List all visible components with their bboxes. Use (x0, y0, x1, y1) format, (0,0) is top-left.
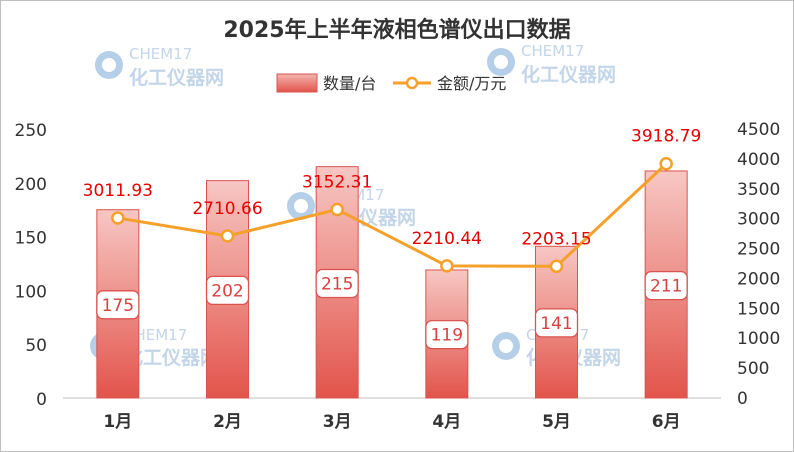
x-tick-label: 4月 (432, 412, 461, 432)
bar-data-label: 141 (540, 314, 572, 334)
bar-data-label: 175 (102, 296, 134, 316)
y-left-tick-label: 50 (25, 336, 47, 356)
bar-data-labels: 175 202 215 119 141 211 (96, 268, 688, 350)
legend: 数量/台 金额/万元 (276, 73, 506, 93)
bar-label-box (315, 268, 359, 299)
watermark-name: 化工仪器网 (521, 63, 616, 86)
y-right-tick-label: 4000 (737, 150, 780, 170)
line-data-label: 2210.44 (412, 229, 482, 249)
line-point (111, 211, 125, 225)
chem17-logo-icon (95, 51, 123, 79)
x-tick-label: 3月 (323, 412, 352, 432)
y-right-tick-label: 3500 (737, 180, 780, 200)
y-right-tick-label: 3000 (737, 210, 780, 230)
chem17-logo-icon (287, 192, 315, 220)
legend-bar-swatch (276, 73, 318, 93)
chart-title: 2025年上半年液相色谱仪出口数据 (223, 17, 570, 43)
y-left-tick-label: 150 (15, 229, 47, 249)
watermark-top: CHEM17 化工仪器网 (95, 45, 224, 89)
bar-data-label: 202 (211, 281, 243, 301)
bar-label-box (425, 319, 469, 350)
bar-label-box (644, 270, 688, 301)
y-right-tick-label: 2000 (737, 269, 780, 289)
bar-label-box (534, 308, 579, 338)
chem17-logo-icon (492, 332, 520, 360)
watermark-brand: CHEM17 (521, 42, 584, 60)
y-right-tick-label: 0 (737, 389, 748, 409)
watermark-name: 化工仪器网 (124, 346, 219, 369)
watermark-brand: CHEM17 (124, 326, 187, 344)
x-tick-label: 1月 (103, 412, 132, 432)
legend-line-marker (405, 76, 419, 90)
y-axis-left: 0 50 100 150 200 250 (15, 121, 47, 410)
x-tick-label: 2月 (213, 412, 242, 432)
watermark-brand: CHEM17 (129, 45, 192, 63)
line-path (117, 162, 668, 268)
legend-bar-label: 数量/台 (323, 74, 376, 93)
bar-data-label: 215 (321, 274, 353, 294)
y-right-tick-label: 4500 (737, 120, 780, 140)
line-point (330, 202, 344, 217)
line-data-label: 3918.79 (631, 127, 701, 147)
line-point (220, 229, 235, 243)
line-data-label: 3011.93 (83, 181, 153, 201)
y-right-tick-label: 2500 (737, 240, 780, 260)
y-left-tick-label: 0 (36, 390, 47, 410)
line-data-label: 2710.66 (192, 199, 262, 219)
line-data-label: 2203.15 (521, 229, 591, 249)
legend-line-label: 金额/万元 (437, 74, 506, 93)
line-data-label: 3152.31 (302, 173, 372, 193)
chem17-logo-icon (487, 48, 515, 76)
y-left-tick-label: 100 (15, 282, 47, 302)
y-right-tick-label: 500 (737, 359, 769, 379)
x-axis-ticks: 1月 2月 3月 4月 5月 6月 (103, 412, 680, 432)
line-point (549, 259, 564, 274)
watermark-top-right: CHEM17 化工仪器网 (487, 42, 616, 86)
line-series: 3011.93 2710.66 3152.31 2210.44 2203.15 3918.… (83, 127, 701, 274)
bar-data-label: 211 (650, 277, 682, 297)
bar-label-box (205, 275, 250, 306)
y-right-tick-label: 1500 (737, 299, 780, 319)
y-right-tick-label: 1000 (737, 329, 780, 349)
y-left-tick-label: 250 (15, 121, 47, 141)
x-tick-label: 5月 (542, 412, 571, 432)
line-point (440, 259, 454, 273)
y-axis-right: 0 500 1000 1500 2000 2500 3000 3500 4000 4500 (737, 120, 780, 409)
watermark-name: 化工仪器网 (129, 66, 224, 89)
bar-data-label: 119 (431, 326, 463, 346)
x-tick-label: 6月 (652, 412, 681, 432)
bar-label-box (96, 290, 140, 320)
line-point (659, 156, 673, 171)
y-left-tick-label: 200 (15, 175, 47, 195)
